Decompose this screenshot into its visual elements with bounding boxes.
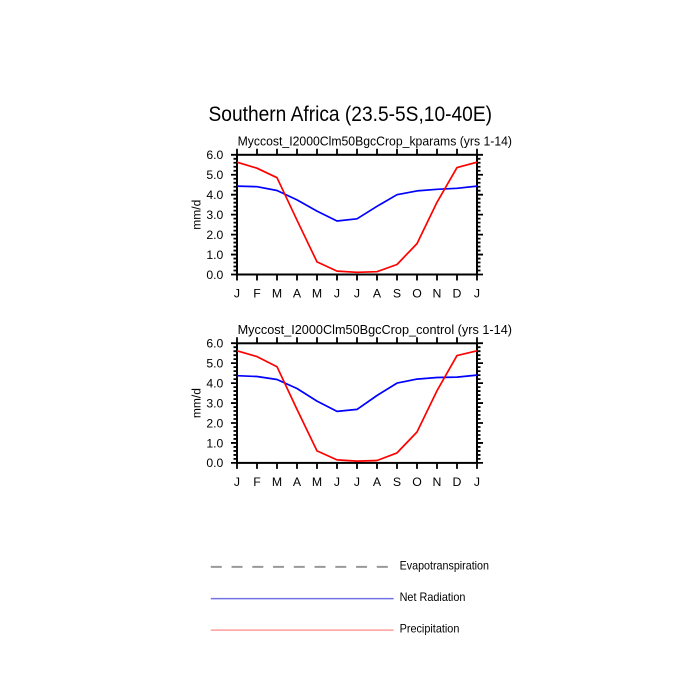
svg-text:J: J — [234, 286, 240, 300]
svg-text:J: J — [234, 475, 240, 489]
svg-text:F: F — [253, 286, 261, 300]
svg-text:A: A — [373, 286, 382, 300]
svg-text:6.0: 6.0 — [206, 337, 223, 351]
svg-text:O: O — [412, 286, 422, 300]
svg-text:S: S — [393, 286, 401, 300]
svg-text:D: D — [453, 286, 462, 300]
svg-text:J: J — [474, 286, 480, 300]
svg-text:Net Radiation: Net Radiation — [400, 591, 466, 604]
svg-text:mm/d: mm/d — [190, 388, 204, 418]
svg-text:0.0: 0.0 — [206, 268, 223, 282]
svg-text:D: D — [453, 475, 462, 489]
svg-text:4.0: 4.0 — [206, 188, 223, 202]
svg-text:mm/d: mm/d — [190, 200, 204, 230]
svg-text:S: S — [393, 475, 401, 489]
svg-text:5.0: 5.0 — [206, 357, 223, 371]
svg-text:0.0: 0.0 — [206, 456, 223, 470]
svg-text:5.0: 5.0 — [206, 168, 223, 182]
svg-text:J: J — [354, 475, 360, 489]
svg-text:M: M — [312, 286, 322, 300]
svg-text:Southern Africa (23.5-5S,10-40: Southern Africa (23.5-5S,10-40E) — [209, 103, 493, 126]
svg-text:J: J — [354, 286, 360, 300]
svg-text:A: A — [373, 475, 382, 489]
svg-text:Precipitation: Precipitation — [400, 622, 460, 635]
svg-text:N: N — [433, 286, 442, 300]
svg-text:A: A — [293, 286, 302, 300]
svg-text:Myccost_I2000Clm50BgcCrop_kpar: Myccost_I2000Clm50BgcCrop_kparams (yrs 1… — [238, 134, 512, 149]
svg-text:F: F — [253, 475, 261, 489]
svg-text:J: J — [334, 286, 340, 300]
svg-text:1.0: 1.0 — [206, 436, 223, 450]
svg-text:3.0: 3.0 — [206, 208, 223, 222]
svg-text:6.0: 6.0 — [206, 148, 223, 162]
svg-text:J: J — [474, 475, 480, 489]
svg-text:M: M — [272, 475, 282, 489]
svg-text:A: A — [293, 475, 302, 489]
svg-text:M: M — [312, 475, 322, 489]
svg-text:M: M — [272, 286, 282, 300]
svg-text:2.0: 2.0 — [206, 416, 223, 430]
svg-text:J: J — [334, 475, 340, 489]
svg-text:O: O — [412, 475, 422, 489]
svg-text:4.0: 4.0 — [206, 376, 223, 390]
svg-text:N: N — [433, 475, 442, 489]
svg-text:2.0: 2.0 — [206, 228, 223, 242]
svg-text:Myccost_I2000Clm50BgcCrop_cont: Myccost_I2000Clm50BgcCrop_control (yrs 1… — [238, 322, 512, 337]
svg-text:1.0: 1.0 — [206, 248, 223, 262]
svg-text:Evapotranspiration: Evapotranspiration — [400, 559, 489, 572]
svg-text:3.0: 3.0 — [206, 396, 223, 410]
